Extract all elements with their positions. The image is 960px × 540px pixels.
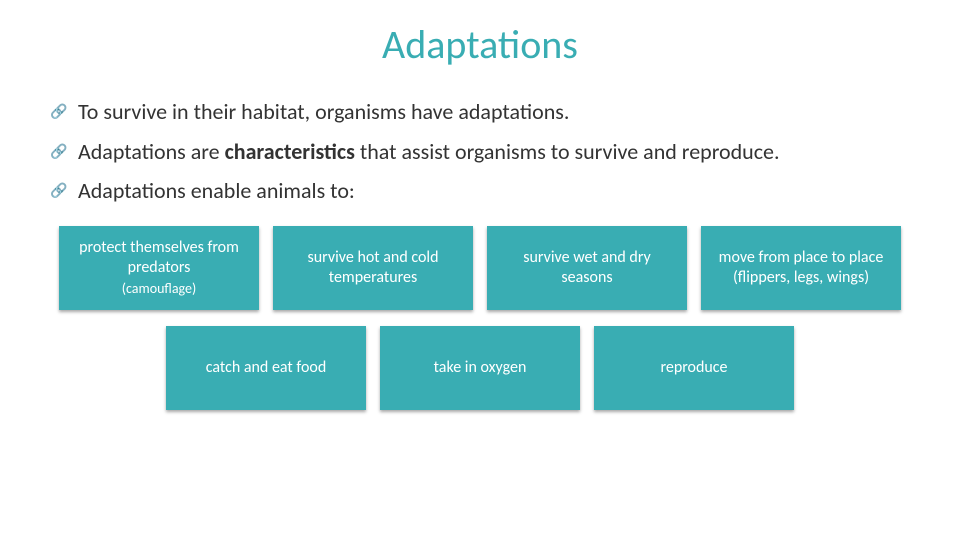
bullet-item-2: Adaptations are characteristics that ass… bbox=[50, 137, 910, 167]
card-protect-line1: protect themselves from predators bbox=[69, 238, 249, 278]
card-row-1: protect themselves from predators (camou… bbox=[50, 226, 910, 310]
card-row-2: catch and eat food take in oxygen reprod… bbox=[50, 326, 910, 410]
slide-title: Adaptations bbox=[50, 20, 910, 69]
bullet-list: To survive in their habitat, organisms h… bbox=[50, 97, 910, 206]
bullet-2-bold: characteristics bbox=[225, 138, 355, 165]
card-catch-food: catch and eat food bbox=[166, 326, 366, 410]
card-reproduce: reproduce bbox=[594, 326, 794, 410]
card-protect: protect themselves from predators (camou… bbox=[59, 226, 259, 310]
bullet-2-pre: Adaptations are bbox=[78, 138, 225, 165]
card-protect-line2: (camouflage) bbox=[122, 280, 196, 298]
slide: Adaptations To survive in their habitat,… bbox=[0, 20, 960, 540]
card-move: move from place to place (flippers, legs… bbox=[701, 226, 901, 310]
card-temperature: survive hot and cold temperatures bbox=[273, 226, 473, 310]
card-seasons: survive wet and dry seasons bbox=[487, 226, 687, 310]
bullet-2-post: that assist organisms to survive and rep… bbox=[355, 138, 780, 165]
bullet-item-3: Adaptations enable animals to: bbox=[50, 176, 910, 206]
card-oxygen: take in oxygen bbox=[380, 326, 580, 410]
bullet-item-1: To survive in their habitat, organisms h… bbox=[50, 97, 910, 127]
